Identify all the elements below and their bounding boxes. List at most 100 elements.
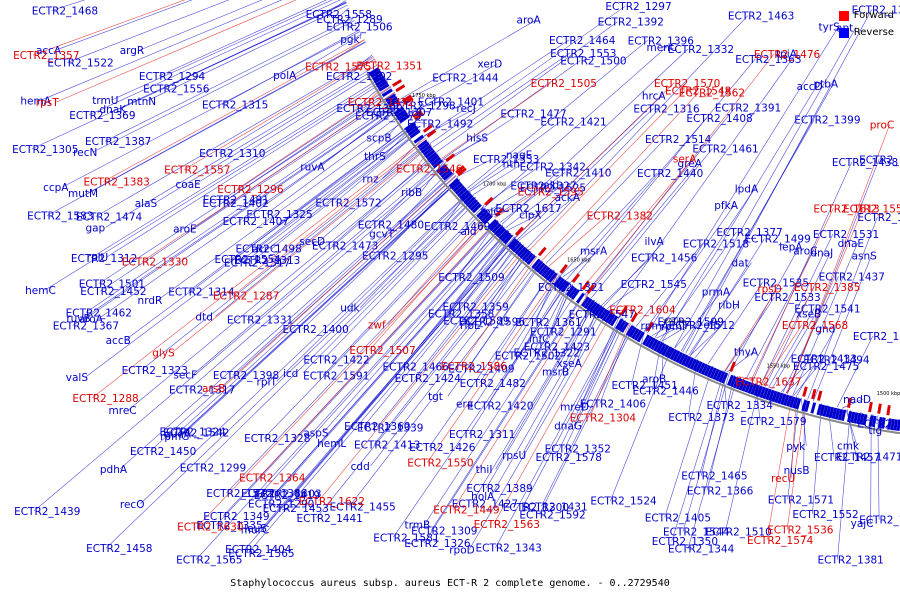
reverse-feature bbox=[524, 252, 534, 263]
label-connector bbox=[363, 239, 519, 427]
reverse-feature bbox=[642, 334, 651, 346]
label-connector bbox=[409, 63, 498, 115]
gene-label: pdhA bbox=[100, 464, 128, 476]
label-connector bbox=[495, 299, 595, 470]
label-connector bbox=[495, 317, 622, 548]
label-connector bbox=[215, 142, 430, 317]
gene-label: mtnN bbox=[127, 96, 156, 108]
gene-label: ECTR2_1313 bbox=[234, 255, 300, 267]
forward-feature bbox=[484, 196, 494, 206]
gene-label: recO bbox=[120, 499, 145, 511]
gene-label: tpiA bbox=[776, 49, 798, 61]
label-connector bbox=[656, 325, 681, 339]
gene-label: ECTR2_1491 bbox=[203, 195, 269, 207]
gene-label: ECTR2_1335 bbox=[196, 520, 262, 532]
gene-label: ECTR2_1300 bbox=[503, 502, 569, 514]
label-connector bbox=[456, 158, 494, 177]
reverse-swatch bbox=[838, 27, 849, 38]
gene-label: rpoD bbox=[449, 545, 475, 557]
gene-label: ECTR2_1558 bbox=[306, 9, 372, 21]
reverse-feature bbox=[718, 371, 726, 383]
reverse-feature bbox=[404, 122, 415, 131]
gene-label: ECTR2_1586 bbox=[441, 361, 508, 373]
label-connector bbox=[561, 299, 595, 372]
gene-label: ECTR2_1422 bbox=[303, 354, 369, 366]
reverse-feature bbox=[801, 399, 808, 412]
reverse-feature bbox=[672, 350, 681, 362]
reverse-feature bbox=[890, 418, 895, 431]
gene-label: ECTR2_1438 bbox=[832, 157, 898, 169]
gene-label: ECTR2_1579 bbox=[740, 416, 806, 428]
label-connector bbox=[812, 255, 872, 402]
reverse-feature bbox=[465, 196, 476, 207]
reverse-feature bbox=[633, 329, 643, 341]
forward-feature bbox=[581, 280, 590, 291]
gene-label: holA bbox=[471, 491, 495, 503]
forward-feature bbox=[886, 405, 891, 416]
gene-label: ECTR2_1408 bbox=[686, 113, 752, 125]
reverse-feature bbox=[738, 379, 746, 391]
reverse-feature bbox=[568, 287, 578, 298]
reverse-feature bbox=[469, 201, 480, 211]
gene-label: aspS bbox=[303, 427, 329, 439]
gene-label: ECTR2_1311 bbox=[449, 429, 515, 441]
reverse-feature bbox=[407, 127, 419, 137]
gene-label: ECTR2_1325 bbox=[246, 209, 312, 221]
label-connector bbox=[453, 294, 588, 510]
label-connector bbox=[690, 238, 765, 356]
reverse-feature bbox=[675, 351, 684, 364]
label-connector bbox=[237, 85, 391, 190]
forward-feature bbox=[877, 403, 882, 414]
label-connector bbox=[381, 176, 458, 256]
gene-label: msrB bbox=[542, 366, 569, 378]
reverse-feature bbox=[467, 198, 478, 209]
forward-feature bbox=[630, 312, 639, 323]
gene-label: ECTR2_1291 bbox=[530, 327, 596, 339]
scale-tick-label: 1750 kbp bbox=[412, 93, 436, 99]
label-connector bbox=[429, 5, 626, 144]
label-connector bbox=[373, 248, 529, 445]
gene-label: ECTR2_1509 bbox=[438, 272, 504, 284]
scale-tick-label: 1650 kbp bbox=[567, 258, 591, 264]
gene-label: ECTR2_1427 bbox=[452, 498, 518, 510]
label-connector bbox=[586, 53, 775, 295]
forward-feature bbox=[646, 321, 654, 332]
gene-label: ECTR2_1536 bbox=[767, 524, 834, 536]
reverse-feature bbox=[438, 166, 449, 176]
gene-label: ECTR2_1544 bbox=[663, 526, 730, 538]
gene-label: ECTR2_1441 bbox=[297, 513, 363, 525]
gene-label: ECTR2_1477 bbox=[500, 108, 566, 120]
reverse-feature bbox=[759, 386, 766, 399]
reverse-feature bbox=[456, 187, 468, 198]
gene-label: ECTR2_1565 bbox=[176, 554, 242, 566]
gene-label: ECTR2_1305 bbox=[12, 144, 78, 156]
gene-label: ECTR2_1431 bbox=[521, 501, 587, 513]
reverse-feature bbox=[594, 305, 603, 316]
label-connector bbox=[441, 82, 551, 159]
label-connector bbox=[845, 409, 858, 446]
label-connector bbox=[196, 215, 494, 527]
forward-feature bbox=[729, 361, 736, 372]
label-connector bbox=[376, 244, 524, 428]
label-connector bbox=[467, 259, 542, 369]
gene-label: ECTR2_1406 bbox=[580, 399, 647, 411]
gene-label: ECTR2_1385 bbox=[794, 282, 860, 294]
reverse-feature bbox=[476, 207, 487, 218]
gene-label: mutM bbox=[68, 188, 98, 200]
forward-feature bbox=[817, 390, 823, 401]
reverse-feature bbox=[715, 369, 723, 382]
gene-label: recJ bbox=[456, 103, 475, 115]
label-connector bbox=[345, 54, 373, 77]
gene-label: ECTR2_1550 bbox=[407, 457, 473, 469]
gene-label: ECTR2_1359 bbox=[443, 301, 509, 313]
forward-swatch bbox=[838, 10, 849, 21]
gene-label: ECTR2_1290 bbox=[248, 498, 314, 510]
reverse-feature bbox=[822, 405, 829, 417]
reverse-feature bbox=[647, 337, 656, 349]
label-connector bbox=[517, 108, 654, 240]
reverse-feature bbox=[862, 414, 868, 426]
legend-item-reverse: Reverse bbox=[838, 24, 894, 41]
gene-label: ECTR2_1398 bbox=[213, 370, 279, 382]
label-connector bbox=[407, 101, 438, 113]
label-connector bbox=[154, 66, 380, 204]
